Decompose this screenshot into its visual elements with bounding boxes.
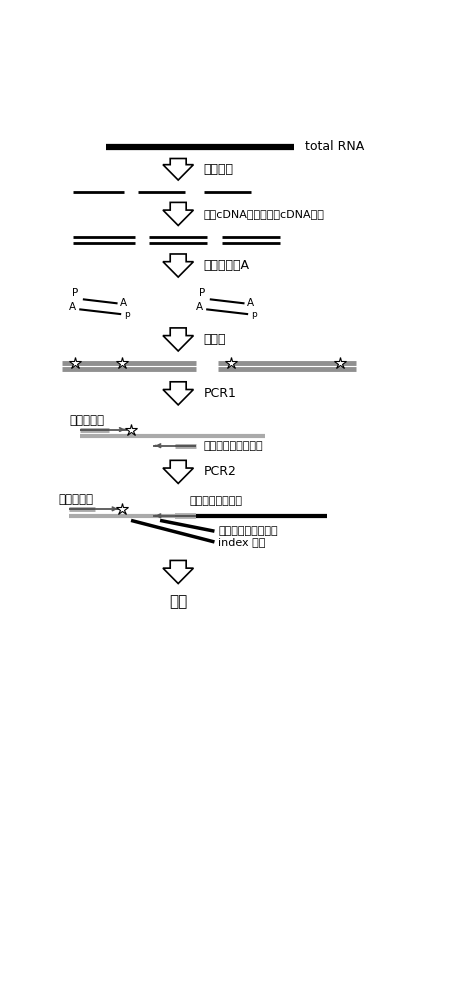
Text: 一链cDNA合成，二链cDNA合成: 一链cDNA合成，二链cDNA合成 bbox=[204, 209, 324, 219]
Polygon shape bbox=[163, 382, 193, 405]
Polygon shape bbox=[163, 560, 193, 584]
Text: 测序: 测序 bbox=[169, 595, 187, 610]
Text: 基因特异性引物组一: 基因特异性引物组一 bbox=[204, 441, 263, 451]
Polygon shape bbox=[163, 254, 193, 277]
Text: 锚定引物一: 锚定引物一 bbox=[69, 414, 104, 427]
Polygon shape bbox=[163, 460, 193, 483]
Text: 基因特异性引物组二: 基因特异性引物组二 bbox=[218, 526, 278, 536]
Text: 末端修复加A: 末端修复加A bbox=[204, 259, 249, 272]
Text: PCR2: PCR2 bbox=[204, 465, 236, 478]
Polygon shape bbox=[163, 158, 193, 180]
Text: p: p bbox=[124, 310, 130, 319]
Text: 高温打断: 高温打断 bbox=[204, 163, 234, 176]
Text: P: P bbox=[72, 288, 78, 298]
Polygon shape bbox=[163, 328, 193, 351]
Polygon shape bbox=[163, 202, 193, 225]
Text: PCR1: PCR1 bbox=[204, 387, 236, 400]
Text: A: A bbox=[69, 302, 76, 312]
Text: 加接头: 加接头 bbox=[204, 333, 226, 346]
Text: A: A bbox=[120, 298, 127, 308]
Text: 锚定引物二: 锚定引物二 bbox=[58, 493, 94, 506]
Text: p: p bbox=[251, 310, 257, 319]
Text: 特异性引物一位置: 特异性引物一位置 bbox=[189, 496, 242, 506]
Text: total RNA: total RNA bbox=[305, 140, 365, 153]
Text: A: A bbox=[247, 298, 254, 308]
Text: index 引物: index 引物 bbox=[218, 537, 265, 547]
Text: P: P bbox=[198, 288, 205, 298]
Text: A: A bbox=[196, 302, 203, 312]
